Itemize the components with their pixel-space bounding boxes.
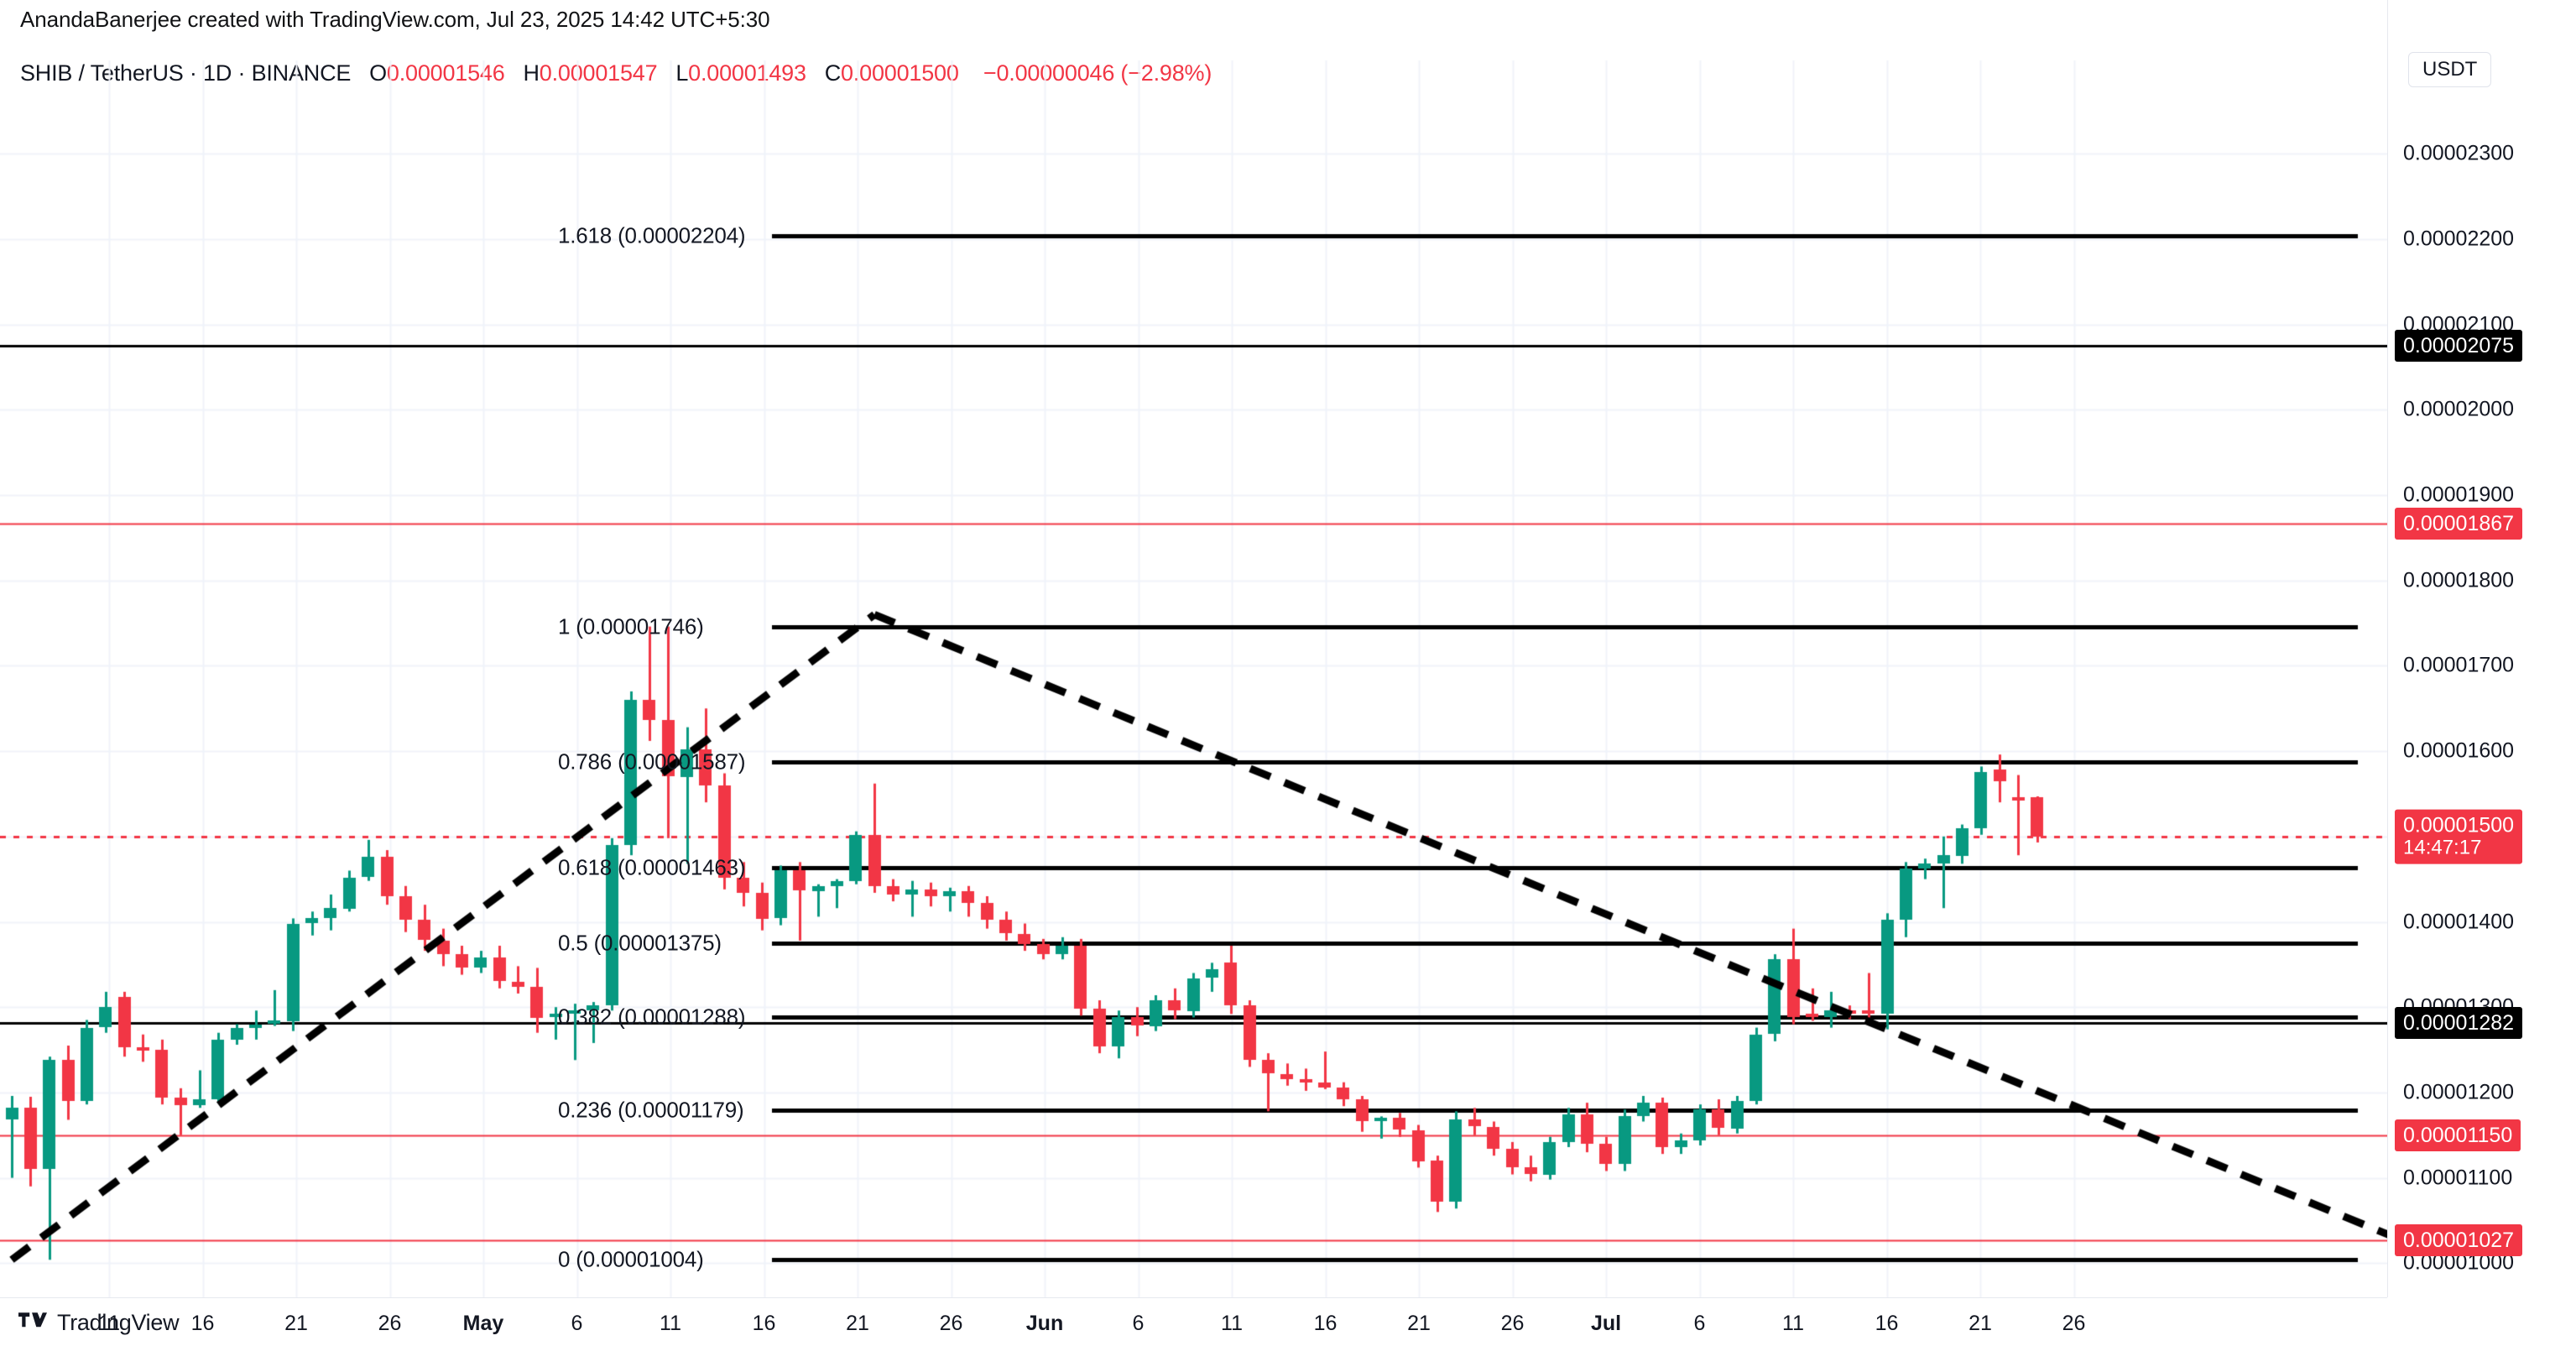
time-tick: 21 <box>1407 1312 1431 1335</box>
fib-level-label: 0.236 (0.00001179) <box>558 1097 744 1123</box>
price-tick: 0.00001200 <box>2403 1080 2515 1104</box>
time-tick: May <box>462 1312 504 1335</box>
price-axis[interactable]: USDT 0.00002300 0.00002200 0.00002100 0.000… <box>2387 0 2576 1297</box>
fib-level-label: 0.5 (0.00001375) <box>558 930 722 956</box>
tradingview-mark-icon <box>18 1312 47 1333</box>
time-tick: 6 <box>571 1312 583 1335</box>
fib-level-label: 0.382 (0.00001288) <box>558 1004 746 1030</box>
price-tick: 0.00001900 <box>2403 483 2515 507</box>
time-tick: 16 <box>752 1312 776 1335</box>
currency-label[interactable]: USDT <box>2408 52 2492 87</box>
time-tick: 16 <box>1313 1312 1338 1335</box>
fib-level-label: 0.786 (0.00001587) <box>558 749 746 775</box>
time-tick: 11 <box>1221 1312 1243 1335</box>
price-tick: 0.00001800 <box>2403 568 2515 592</box>
time-tick: Jun <box>1025 1312 1064 1335</box>
price-tick: 0.00001100 <box>2403 1166 2513 1190</box>
time-tick: 11 <box>98 1312 120 1335</box>
time-tick: 26 <box>1500 1312 1525 1335</box>
time-tick: 26 <box>939 1312 963 1335</box>
time-tick: 16 <box>1875 1312 1899 1335</box>
fib-level-label: 1 (0.00001746) <box>558 613 704 639</box>
time-tick: 6 <box>1132 1312 1145 1335</box>
price-tick: 0.00001700 <box>2403 653 2515 677</box>
price-badge: 0.00001027 <box>2395 1223 2523 1256</box>
fib-level-label: 1.618 (0.00002204) <box>558 222 746 248</box>
time-tick: 21 <box>846 1312 869 1335</box>
price-badge: 0.00001500 14:47:17 <box>2395 809 2523 864</box>
price-badge: 0.00001150 <box>2395 1119 2521 1151</box>
price-tick: 0.00002300 <box>2403 141 2515 165</box>
time-tick: 26 <box>378 1312 402 1335</box>
price-tick: 0.00002200 <box>2403 227 2515 251</box>
price-tick: 0.00001400 <box>2403 910 2515 933</box>
fib-level-label: 0 (0.00001004) <box>558 1246 704 1272</box>
price-badge: 0.00002075 <box>2395 330 2523 363</box>
price-badge-countdown: 14:47:17 <box>2403 836 2482 859</box>
time-tick: 21 <box>1969 1312 1992 1335</box>
fib-level-label: 0.618 (0.00001463) <box>558 854 746 880</box>
time-tick: 16 <box>190 1312 215 1335</box>
time-tick: 21 <box>284 1312 308 1335</box>
time-tick: 6 <box>1693 1312 1706 1335</box>
price-badge: 0.00001282 <box>2395 1006 2523 1039</box>
time-axis[interactable]: 11 16 21 26 May 6 11 16 21 26 Jun 6 11 16 21 26 Jul 6 11 16… <box>0 1297 2387 1346</box>
time-tick: Jul <box>1590 1312 1622 1335</box>
time-tick: 26 <box>2062 1312 2086 1335</box>
price-tick: 0.00001600 <box>2403 738 2515 763</box>
time-tick: 11 <box>660 1312 681 1335</box>
tradingview-logo[interactable]: TradingView <box>18 1310 180 1336</box>
price-badge: 0.00001867 <box>2395 507 2523 540</box>
time-tick: 11 <box>1782 1312 1804 1335</box>
tradingview-wordmark: TradingView <box>57 1310 180 1335</box>
price-tick: 0.00002000 <box>2403 397 2515 421</box>
